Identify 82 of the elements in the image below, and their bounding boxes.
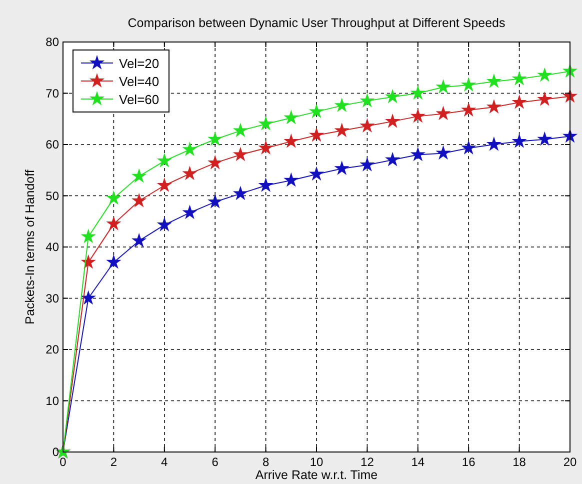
x-tick-label: 14 bbox=[411, 455, 425, 469]
point bbox=[82, 256, 95, 268]
point bbox=[436, 106, 450, 120]
point bbox=[183, 142, 196, 156]
point bbox=[259, 141, 272, 154]
point bbox=[158, 154, 171, 167]
x-tick-label: 6 bbox=[212, 455, 219, 469]
point bbox=[462, 141, 476, 154]
point bbox=[259, 117, 272, 130]
point bbox=[360, 94, 374, 107]
point bbox=[259, 178, 272, 192]
point bbox=[208, 156, 222, 169]
point bbox=[436, 146, 450, 159]
point bbox=[234, 148, 247, 160]
point bbox=[360, 158, 374, 171]
y-tick-label: 30 bbox=[46, 291, 60, 306]
point bbox=[310, 104, 324, 118]
y-tick-label: 80 bbox=[46, 35, 60, 49]
point bbox=[284, 174, 298, 186]
point bbox=[411, 86, 424, 99]
point bbox=[360, 119, 374, 132]
x-tick-label: 16 bbox=[462, 455, 476, 469]
y-tick-label: 20 bbox=[46, 342, 60, 356]
point bbox=[82, 291, 95, 304]
x-tick-label: 4 bbox=[161, 455, 168, 469]
point bbox=[82, 230, 95, 242]
x-axis-title: Arrive Rate w.r.t. Time bbox=[255, 468, 378, 482]
legend-label: Vel=40 bbox=[119, 74, 160, 89]
point bbox=[411, 148, 424, 160]
point bbox=[158, 178, 171, 192]
y-tick-label: 50 bbox=[46, 188, 60, 203]
point bbox=[183, 206, 196, 218]
point bbox=[132, 194, 146, 206]
point bbox=[538, 68, 552, 81]
point bbox=[107, 191, 120, 204]
point bbox=[234, 124, 247, 136]
point bbox=[487, 74, 500, 88]
point bbox=[386, 114, 400, 128]
point bbox=[208, 132, 222, 145]
point bbox=[512, 96, 526, 108]
legend-label: Vel=60 bbox=[119, 92, 160, 107]
point bbox=[386, 90, 400, 102]
y-tick-label: 40 bbox=[46, 240, 60, 254]
x-tick-label: 8 bbox=[262, 455, 270, 469]
point bbox=[310, 167, 324, 180]
point bbox=[335, 98, 348, 112]
y-tick-label: 0 bbox=[52, 445, 60, 459]
point bbox=[208, 195, 222, 208]
point bbox=[335, 162, 348, 174]
point bbox=[462, 78, 476, 91]
y-tick-label: 10 bbox=[46, 394, 60, 408]
point bbox=[107, 256, 120, 268]
point bbox=[132, 234, 146, 246]
legend-label: Vel=20 bbox=[119, 56, 160, 71]
x-tick-label: 20 bbox=[563, 455, 577, 469]
point bbox=[512, 134, 526, 148]
point bbox=[234, 186, 247, 200]
point bbox=[335, 124, 348, 136]
point bbox=[107, 217, 120, 230]
point bbox=[284, 134, 298, 148]
point bbox=[512, 72, 526, 85]
y-tick-label: 70 bbox=[46, 86, 60, 100]
x-tick-label: 2 bbox=[110, 455, 118, 469]
point bbox=[284, 111, 298, 124]
x-tick-label: 18 bbox=[512, 455, 526, 469]
point bbox=[411, 109, 424, 122]
point bbox=[538, 132, 552, 145]
x-tick-label: 10 bbox=[310, 455, 324, 469]
x-tick-label: 12 bbox=[360, 455, 374, 469]
point bbox=[462, 103, 476, 116]
point bbox=[436, 80, 450, 93]
point bbox=[538, 92, 552, 106]
y-tick-label: 60 bbox=[46, 138, 60, 152]
point bbox=[132, 169, 146, 182]
y-axis-title: Packets-In terms of Handoff bbox=[23, 169, 37, 324]
point bbox=[386, 153, 400, 166]
chart-title: Comparison between Dynamic User Throughput at Different Speeds bbox=[128, 16, 506, 30]
point bbox=[310, 128, 324, 141]
point bbox=[487, 138, 500, 150]
point bbox=[183, 166, 196, 180]
point bbox=[158, 218, 171, 231]
point bbox=[487, 100, 500, 113]
